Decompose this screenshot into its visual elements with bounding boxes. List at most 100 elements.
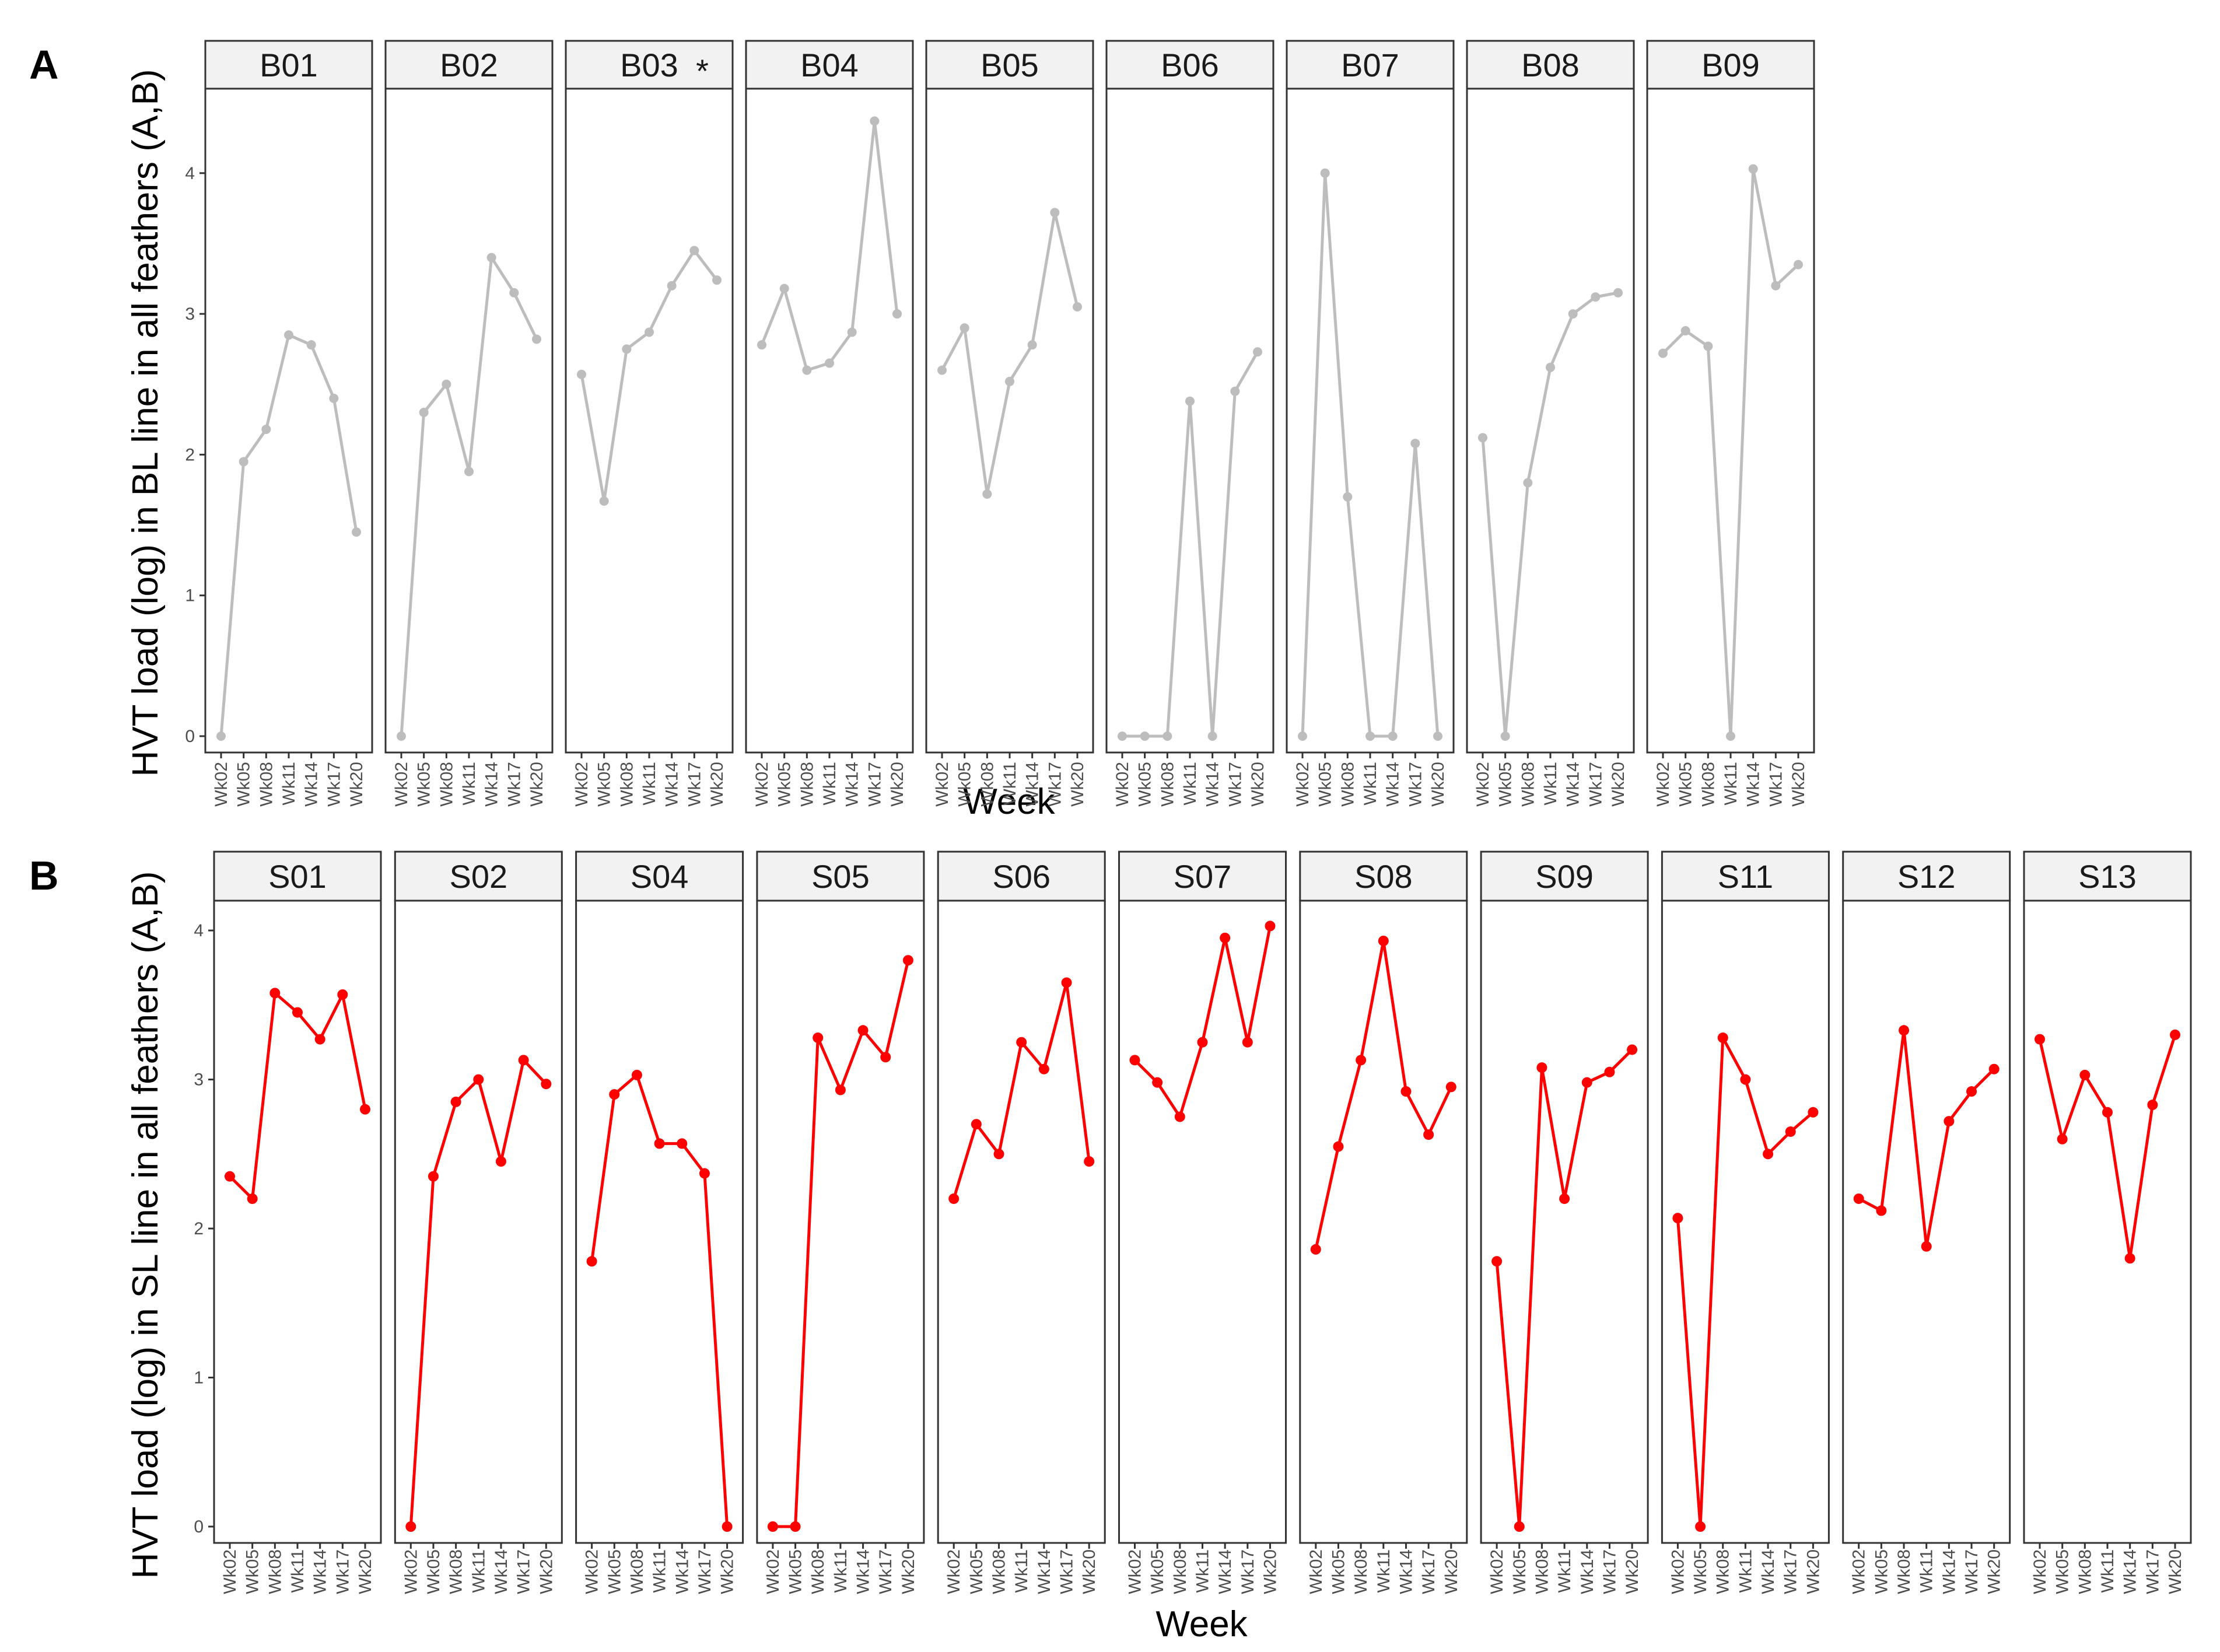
data-point <box>677 1138 688 1149</box>
facet-label: S04 <box>631 858 689 895</box>
facet-label: S13 <box>2078 858 2137 895</box>
x-tick-label: Wk20 <box>899 1549 918 1594</box>
facet-panel <box>1842 900 2011 1544</box>
y-tick-label: 1 <box>194 1368 204 1388</box>
facet-label: S01 <box>268 858 327 895</box>
significance-marker: * <box>696 52 709 89</box>
y-tick-label: 4 <box>185 164 195 183</box>
data-point <box>509 288 519 298</box>
data-point <box>495 1156 506 1167</box>
x-tick-label: Wk05 <box>415 762 434 807</box>
x-tick-label: Wk17 <box>514 1549 534 1594</box>
y-tick-label: 1 <box>185 586 195 606</box>
facet-panel <box>1299 900 1468 1544</box>
data-point <box>790 1521 801 1532</box>
data-point <box>1118 732 1127 741</box>
x-tick-label: Wk14 <box>1744 762 1763 807</box>
data-point <box>1523 478 1533 488</box>
data-point <box>2035 1034 2045 1045</box>
data-point <box>1378 935 1389 946</box>
x-tick-label: Wk17 <box>1600 1549 1619 1594</box>
data-point <box>1559 1193 1570 1204</box>
facet-b04: B04 Wk02 Wk05 Wk08 Wk11 Wk14 Wk17 Wk20 <box>745 40 914 807</box>
data-point <box>261 424 271 434</box>
x-tick-label: Wk17 <box>1766 762 1785 807</box>
x-tick-label: Wk11 <box>1917 1549 1937 1592</box>
facet-label: B06 <box>1161 47 1219 83</box>
data-point <box>247 1193 258 1204</box>
data-point <box>1298 732 1307 741</box>
x-tick-label: Wk14 <box>492 1549 511 1594</box>
data-point <box>689 246 699 256</box>
x-tick-label: Wk14 <box>1578 1549 1597 1594</box>
x-tick-label: Wk20 <box>1261 1549 1280 1594</box>
x-axis-title: Week <box>1155 1604 1248 1644</box>
x-tick-label: Wk08 <box>265 1549 285 1594</box>
data-point <box>1230 386 1240 396</box>
data-point <box>405 1521 416 1532</box>
data-point <box>269 988 281 999</box>
facet-b05: B05 Wk02 Wk05 Wk08 Wk11 Wk14 Wk17 Wk20 <box>925 40 1094 807</box>
x-tick-label: Wk14 <box>673 1549 692 1594</box>
data-point <box>1627 1044 1638 1055</box>
data-point <box>835 1084 846 1096</box>
data-point <box>1140 732 1150 741</box>
x-tick-label: Wk14 <box>1939 1549 1959 1594</box>
facet-strip <box>1118 850 1287 902</box>
data-point <box>1899 1025 1910 1036</box>
data-point <box>1966 1086 1977 1097</box>
x-tick-label: Wk14 <box>1035 1549 1054 1594</box>
x-tick-label: Wk08 <box>257 762 276 807</box>
facet-s07: S07 Wk02 Wk05 Wk08 Wk11 Wk14 Wk17 Wk20 <box>1118 850 1287 1594</box>
x-tick-label: Wk20 <box>1442 1549 1461 1594</box>
x-tick-label: Wk02 <box>401 1549 421 1594</box>
x-tick-label: Wk02 <box>1113 762 1132 807</box>
facet-panel <box>1466 88 1635 754</box>
x-tick-label: Wk02 <box>572 762 591 807</box>
x-tick-label: Wk11 <box>1000 762 1020 805</box>
data-point <box>1185 396 1195 406</box>
facet-label: B09 <box>1701 47 1760 83</box>
data-point <box>622 344 632 354</box>
x-tick-label: Wk08 <box>628 1549 647 1594</box>
data-point <box>1445 1082 1456 1093</box>
facet-strip <box>1466 40 1635 90</box>
facet-strip <box>1842 850 2011 902</box>
x-tick-label: Wk17 <box>1406 762 1425 807</box>
x-tick-label: Wk05 <box>1691 1549 1710 1594</box>
facet-panel <box>575 900 744 1544</box>
data-point <box>1005 376 1014 386</box>
data-point <box>1388 732 1398 741</box>
facet-s06: S06 Wk02 Wk05 Wk08 Wk11 Wk14 Wk17 Wk20 <box>937 850 1106 1594</box>
x-tick-label: Wk14 <box>1396 1549 1416 1594</box>
data-point <box>1591 292 1601 302</box>
x-tick-label: Wk08 <box>1351 1549 1371 1594</box>
facet-strip <box>1480 850 1649 902</box>
data-point <box>609 1089 620 1100</box>
facet-s11: S11 Wk02 Wk05 Wk08 Wk11 Wk14 Wk17 Wk20 <box>1661 850 1830 1594</box>
x-tick-label: Wk20 <box>527 762 547 807</box>
x-tick-label: Wk02 <box>752 762 772 807</box>
data-point <box>1253 347 1262 357</box>
facet-strip <box>1105 40 1274 90</box>
data-point <box>645 327 654 337</box>
x-tick-label: Wk02 <box>220 1549 240 1594</box>
data-point <box>1944 1116 1955 1127</box>
x-tick-label: Wk08 <box>797 762 817 807</box>
x-tick-label: Wk02 <box>1850 1549 1869 1594</box>
data-point <box>1310 1244 1321 1255</box>
x-tick-label: Wk20 <box>718 1549 737 1594</box>
facet-strip <box>565 40 734 90</box>
panel-b: B HVT load (log) in SL line in all feathe… <box>29 850 2192 1644</box>
x-tick-label: Wk05 <box>234 762 254 807</box>
facet-s09: S09 Wk02 Wk05 Wk08 Wk11 Wk14 Wk17 Wk20 <box>1480 850 1649 1594</box>
data-point <box>1333 1141 1344 1152</box>
data-point <box>1500 732 1510 741</box>
x-tick-label: Wk20 <box>1609 762 1628 807</box>
data-point <box>722 1521 733 1532</box>
data-point <box>1581 1077 1592 1088</box>
x-tick-label: Wk14 <box>663 762 682 807</box>
x-tick-label: Wk05 <box>1148 1549 1167 1594</box>
data-point <box>982 489 992 499</box>
